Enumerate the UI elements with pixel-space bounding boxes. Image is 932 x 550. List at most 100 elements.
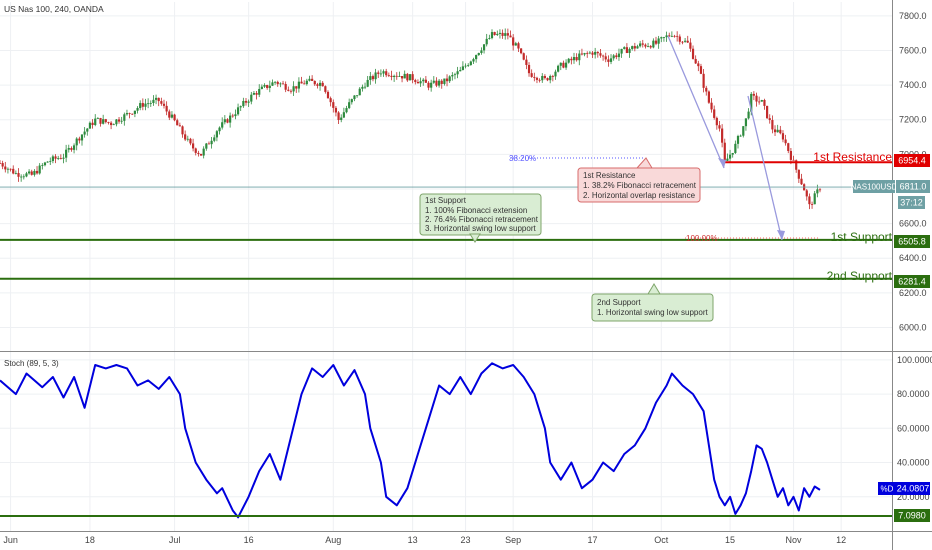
candle-body	[673, 35, 676, 37]
candle-body	[765, 105, 769, 119]
time-tick-label: Oct	[654, 535, 669, 545]
candle-body	[157, 97, 160, 102]
candle-body	[437, 80, 441, 86]
candle-body	[54, 156, 57, 159]
candle-body	[644, 44, 647, 47]
candle-body	[17, 172, 20, 177]
candle-body	[88, 122, 92, 129]
candle-body	[736, 135, 740, 144]
candle-body	[739, 135, 742, 137]
stoch-title: Stoch (89, 5, 3)	[4, 359, 59, 368]
candle-body	[337, 112, 340, 120]
candle-body	[578, 53, 581, 61]
candle-body	[477, 53, 480, 56]
candle-body	[173, 114, 176, 121]
candle-body	[482, 44, 486, 51]
candle-body	[271, 82, 274, 86]
candle-body	[810, 204, 814, 205]
callout-support1-title: 1st Support	[425, 196, 467, 205]
candle-body	[562, 62, 565, 68]
candle-body	[646, 46, 650, 47]
candle-body	[387, 75, 390, 77]
candle-body	[514, 43, 517, 46]
candle-body	[94, 118, 97, 126]
candle-body	[721, 128, 724, 143]
candle-body	[229, 115, 232, 123]
candle-body	[242, 100, 245, 107]
candle-body	[205, 143, 208, 149]
candle-body	[707, 91, 711, 103]
candle-body	[6, 168, 10, 170]
candle-body	[591, 52, 594, 55]
candle-body	[631, 46, 634, 49]
candle-body	[728, 154, 732, 159]
callout-support2[interactable]: 2nd Support 1. Horizontal swing low supp…	[591, 283, 714, 322]
candle-body	[451, 75, 454, 77]
candle-body	[456, 71, 459, 75]
candle-body	[702, 73, 705, 88]
svg-text:6281.4: 6281.4	[898, 277, 926, 287]
candle-body	[9, 168, 12, 170]
candle-body	[263, 85, 266, 87]
candle-body	[117, 119, 121, 122]
candle-body	[768, 118, 771, 121]
level-label-support1: 1st Support	[831, 230, 893, 244]
candle-body	[527, 64, 531, 74]
candle-body	[361, 86, 364, 89]
candle-body	[308, 78, 311, 81]
candle-body	[496, 33, 499, 36]
time-tick-label: 13	[408, 535, 418, 545]
candle-body	[305, 80, 308, 85]
candle-body	[295, 86, 298, 89]
candle-body	[221, 122, 224, 128]
candle-body	[348, 102, 351, 109]
callout-support1[interactable]: 1st Support 1. 100% Fibonacci extension …	[419, 193, 542, 243]
candle-body	[776, 129, 779, 133]
candle-body	[435, 80, 438, 86]
svg-text:6505.8: 6505.8	[898, 237, 926, 247]
callout-resistance[interactable]: 1st Resistance 1. 38.2% Fibonacci retrac…	[577, 157, 701, 203]
time-tick-label: 12	[836, 535, 846, 545]
candle-body	[686, 40, 689, 43]
candle-body	[355, 95, 359, 97]
badge-support2: 6281.4	[894, 275, 930, 288]
candle-body	[300, 81, 303, 84]
candle-body	[773, 129, 777, 133]
candle-body	[612, 55, 615, 59]
candle-body	[366, 79, 369, 87]
candle-body	[715, 117, 718, 126]
candle-body	[723, 142, 726, 161]
candle-body	[416, 81, 420, 84]
fibonacci-tool: 38.20% 100.00%	[509, 35, 820, 243]
candle-body	[369, 76, 372, 80]
candle-body	[340, 117, 343, 120]
candle-body	[816, 189, 819, 194]
candle-body	[27, 171, 31, 174]
stoch-axis[interactable]: 20.0000 40.0000 60.0000 80.0000 100.0000	[897, 355, 932, 502]
candle-body	[244, 100, 248, 103]
candle-body	[43, 162, 47, 166]
candle-body	[152, 99, 155, 104]
candle-body	[181, 126, 184, 135]
candle-body	[234, 114, 237, 117]
candle-body	[517, 43, 520, 49]
candle-body	[620, 48, 623, 54]
candle-body	[639, 43, 642, 47]
candle-body	[580, 53, 584, 55]
candle-body	[752, 93, 755, 96]
candle-body	[784, 139, 787, 144]
candle-body	[797, 169, 800, 179]
candle-body	[813, 193, 816, 205]
badge-resistance1: 6954.4	[894, 154, 930, 167]
candle-body	[615, 55, 618, 58]
badge-support1: 6505.8	[894, 235, 930, 248]
candle-body	[147, 103, 150, 105]
candle-body	[681, 41, 684, 43]
candle-body	[805, 190, 808, 197]
candle-body	[342, 112, 345, 118]
candle-body	[670, 35, 673, 37]
candle-body	[549, 75, 552, 81]
candle-body	[176, 120, 179, 126]
candle-body	[303, 83, 306, 85]
time-axis[interactable]: Jun 18 Jul 16 Aug 13 23 Sep 17 Oct 15 Nov 12	[3, 535, 846, 545]
